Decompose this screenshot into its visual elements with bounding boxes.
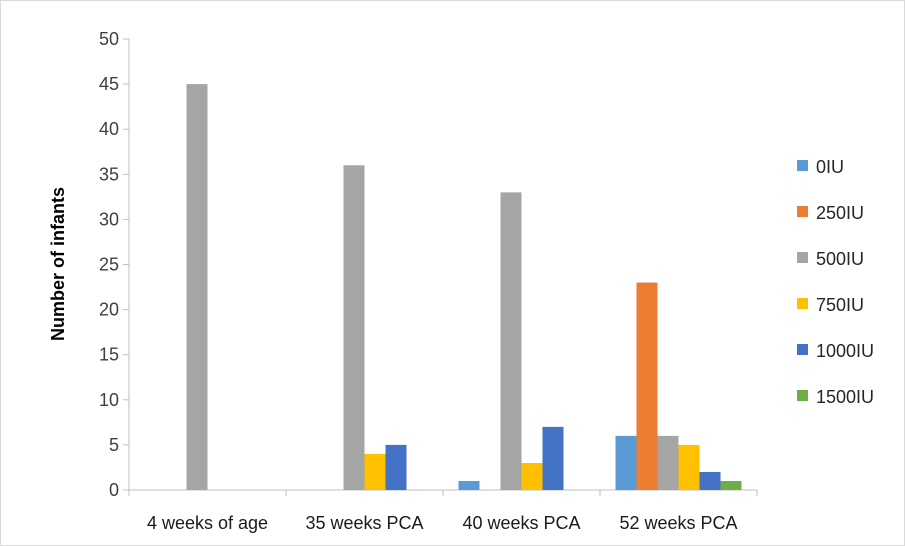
legend-swatch [797,206,808,217]
legend-label: 0IU [816,157,844,177]
legend-swatch [797,252,808,263]
x-category-label: 4 weeks of age [147,513,268,533]
bar-500IU-0 [186,84,208,490]
y-tick-label: 35 [99,164,119,184]
x-category-label: 40 weeks PCA [462,513,580,533]
legend-label: 500IU [816,249,864,269]
legend-label: 1500IU [816,387,874,407]
bar-500IU-3 [657,435,679,490]
legend-swatch [797,160,808,171]
bar-500IU-1 [343,165,365,490]
bar-500IU-2 [500,192,522,490]
legend: 0IU 250IU 500IU 750IU 1000IU 1500IU [797,157,874,407]
legend-swatch [797,298,808,309]
y-tick-label: 40 [99,119,119,139]
bar-0IU-2 [458,480,480,490]
bar-750IU-3 [678,444,700,490]
legend-label: 750IU [816,295,864,315]
axes [123,38,758,496]
bar-750IU-1 [364,453,386,490]
legend-label: 1000IU [816,341,874,361]
bar-1000IU-3 [699,471,721,490]
y-tick-label: 50 [99,29,119,49]
x-category-labels: 4 weeks of age 35 weeks PCA 40 weeks PCA 52… [147,513,738,533]
y-tick-label: 10 [99,390,119,410]
x-category-label: 52 weeks PCA [619,513,737,533]
bar-1000IU-2 [542,426,564,490]
bar-250IU-3 [636,282,658,490]
y-tick-label: 30 [99,209,119,229]
y-tick-label: 20 [99,300,119,320]
bar-0IU-3 [615,435,637,490]
legend-label: 250IU [816,203,864,223]
bar-1500IU-3 [720,480,742,490]
y-tick-label: 0 [109,480,119,500]
x-category-label: 35 weeks PCA [305,513,423,533]
y-tick-label: 15 [99,345,119,365]
y-axis-label: Number of infants [48,187,68,341]
y-tick-label: 5 [109,435,119,455]
y-tick-labels: 0 5 10 15 20 25 30 35 40 45 50 [99,29,119,500]
legend-swatch [797,344,808,355]
y-tick-label: 25 [99,255,119,275]
y-tick-label: 45 [99,74,119,94]
bar-1000IU-1 [385,444,407,490]
bar-750IU-2 [521,462,543,490]
legend-swatch [797,390,808,401]
bars [186,84,742,490]
